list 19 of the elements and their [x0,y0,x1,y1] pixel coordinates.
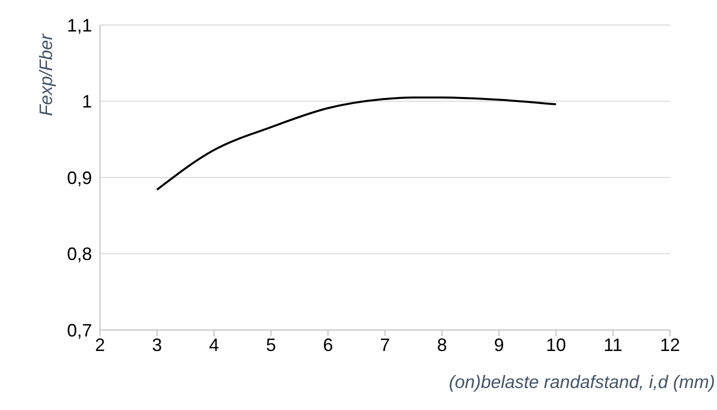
x-tick-label: 11 [604,334,622,355]
y-tick-label: 0,8 [66,244,92,264]
x-axis-title: (on)belaste randafstand, i,d (mm) [448,372,715,392]
x-tick-label: 6 [322,334,334,355]
x-tick-label: 12 [660,334,680,355]
x-tick-label: 2 [94,334,106,355]
line-series [156,96,557,191]
y-tick-label: 1,1 [66,15,92,36]
x-tick-label: 7 [380,334,390,355]
x-tick-label: 10 [546,334,566,355]
x-tick-label: 4 [208,334,220,355]
y-tick-label: 0,7 [66,320,92,340]
x-tick-label: 8 [436,334,448,355]
x-tick-label: 3 [152,334,162,355]
y-tick-label: 0,9 [66,168,92,188]
y-tick-label: 1 [82,92,92,112]
y-axis-title: Fexp/Fber [36,32,56,116]
x-tick-label: 5 [266,334,276,355]
x-tick-label: 9 [494,334,504,355]
